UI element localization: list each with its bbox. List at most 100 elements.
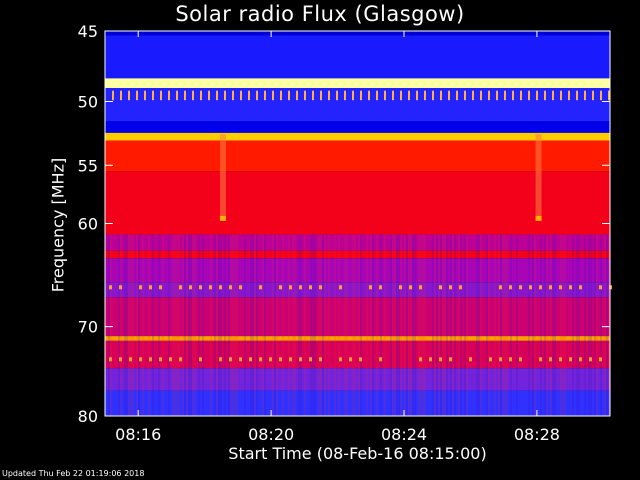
speckle <box>509 357 512 362</box>
speckle <box>469 357 472 362</box>
speckle <box>199 285 202 290</box>
intensity-band <box>105 31 610 36</box>
speckle <box>249 357 252 362</box>
x-tick-label: 08:24 <box>381 425 427 444</box>
speckle <box>589 357 592 362</box>
speckle <box>299 285 302 290</box>
y-tick-label: 50 <box>78 93 98 112</box>
intensity-band <box>105 140 610 172</box>
speckle <box>309 357 312 362</box>
x-tick-label: 08:28 <box>514 425 560 444</box>
speckle <box>579 285 582 290</box>
intensity-band <box>105 336 610 341</box>
x-tick-label: 08:20 <box>248 425 294 444</box>
speckle <box>529 285 532 290</box>
speckle <box>499 357 502 362</box>
speckle <box>309 285 312 290</box>
speckle <box>169 357 172 362</box>
speckle <box>199 357 202 362</box>
noise-texture <box>104 90 612 416</box>
burst-features <box>219 134 542 221</box>
speckle <box>149 357 152 362</box>
speckle <box>439 285 442 290</box>
speckle <box>489 357 492 362</box>
speckle <box>179 357 182 362</box>
speckle <box>129 357 132 362</box>
y-tick-label: 45 <box>78 22 98 41</box>
speckle <box>429 357 432 362</box>
x-tick-label: 08:16 <box>115 425 161 444</box>
speckle <box>379 357 382 362</box>
burst-blob <box>219 215 226 221</box>
intensity-band <box>105 132 610 141</box>
speckle <box>119 285 122 290</box>
speckle <box>189 285 192 290</box>
speckle <box>559 285 562 290</box>
speckle <box>459 285 462 290</box>
speckle <box>399 285 402 290</box>
speckle <box>509 285 512 290</box>
speckle <box>229 285 232 290</box>
heatmap-layer <box>105 31 610 416</box>
speckle <box>159 357 162 362</box>
intensity-band <box>105 258 610 283</box>
burst-streak <box>219 134 226 218</box>
speckle <box>409 285 412 290</box>
speckle <box>259 357 262 362</box>
speckle <box>349 357 352 362</box>
speckle <box>109 357 112 362</box>
speckle <box>569 357 572 362</box>
speckle <box>319 357 322 362</box>
updated-timestamp: Updated Thu Feb 22 01:19:06 2018 <box>2 469 145 478</box>
x-axis-label: Start Time (08-Feb-16 08:15:00) <box>228 444 487 463</box>
speckle <box>319 285 322 290</box>
intensity-band <box>105 234 610 251</box>
speckle <box>539 357 542 362</box>
speckle <box>159 285 162 290</box>
burst-blob <box>535 215 542 221</box>
speckle <box>289 357 292 362</box>
speckle <box>239 285 242 290</box>
y-tick-label: 80 <box>78 407 98 426</box>
chart-title: Solar radio Flux (Glasgow) <box>175 2 465 26</box>
speckle <box>149 285 152 290</box>
intensity-band <box>105 78 610 88</box>
speckle <box>499 285 502 290</box>
speckle <box>369 285 372 290</box>
speckle <box>279 285 282 290</box>
speckle <box>519 285 522 290</box>
speckle <box>439 357 442 362</box>
speckle <box>289 285 292 290</box>
intensity-band <box>105 35 610 79</box>
speckle <box>269 357 272 362</box>
speckle <box>549 357 552 362</box>
speckle <box>419 357 422 362</box>
speckle <box>449 285 452 290</box>
speckle <box>139 357 142 362</box>
burst-streak <box>535 134 542 218</box>
speckle <box>209 285 212 290</box>
y-tick-label: 55 <box>78 156 98 175</box>
speckle <box>569 285 572 290</box>
y-tick-label: 70 <box>78 318 98 337</box>
speckle <box>279 357 282 362</box>
y-axis-ticks: 45 50 55 60 70 80 <box>78 22 610 426</box>
speckle <box>339 285 342 290</box>
intensity-band <box>105 340 610 369</box>
intensity-band <box>105 250 610 259</box>
speckle <box>599 285 602 290</box>
intensity-band <box>105 368 610 391</box>
speckle <box>229 357 232 362</box>
speckle <box>519 357 522 362</box>
speckle <box>549 285 552 290</box>
speckle <box>219 357 222 362</box>
speckle <box>379 285 382 290</box>
speckle <box>559 357 562 362</box>
speckle <box>539 285 542 290</box>
speckle <box>359 357 362 362</box>
speckle <box>139 285 142 290</box>
intensity-band <box>105 87 610 122</box>
intensity-band <box>105 282 610 298</box>
speckle <box>449 357 452 362</box>
